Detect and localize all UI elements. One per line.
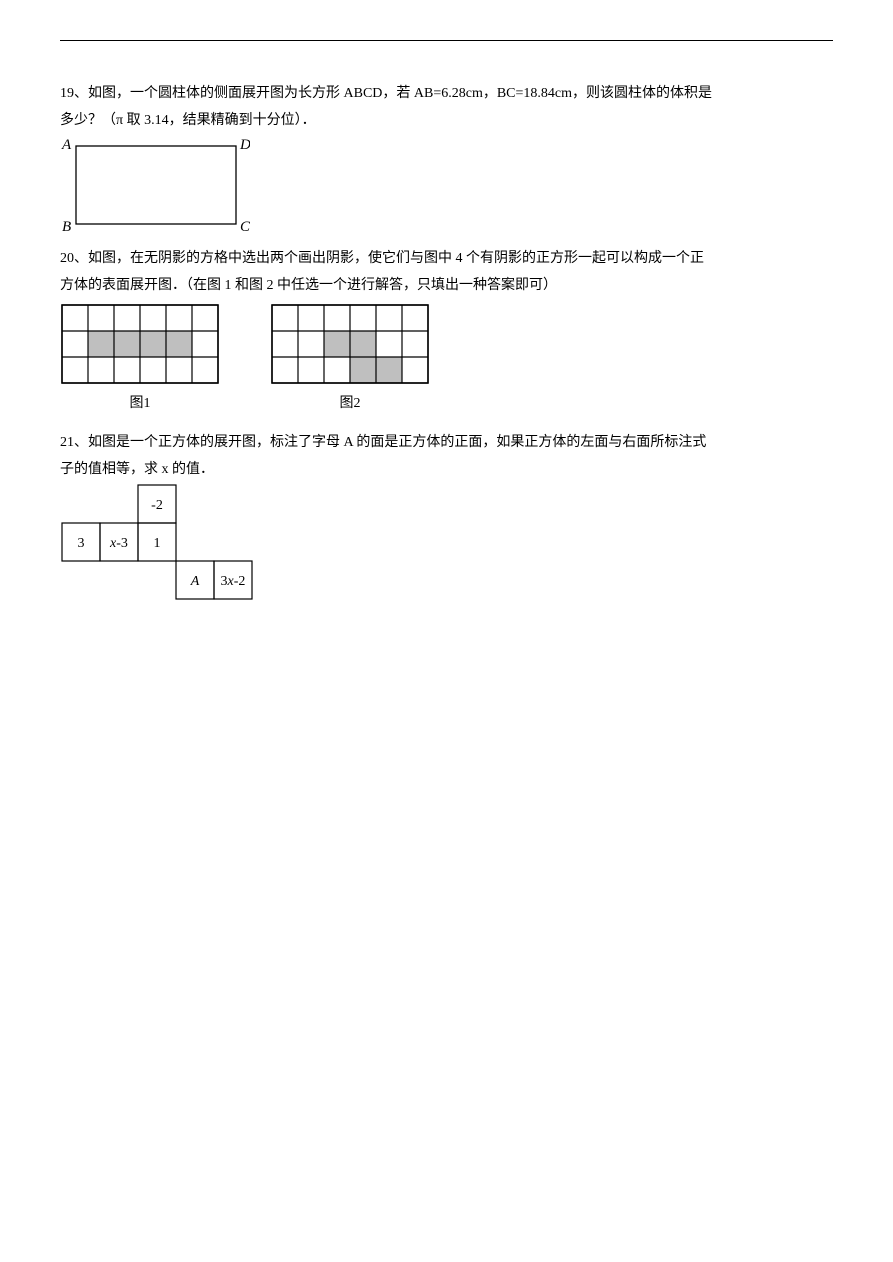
- problem-20-line1: 如图，在无阴影的方格中选出两个画出阴影，使它们与图中 4 个有阴影的正方形一起可…: [88, 251, 704, 266]
- problem-20-figures: 图1 图2: [60, 303, 833, 418]
- problem-20: 20、如图，在无阴影的方格中选出两个画出阴影，使它们与图中 4 个有阴影的正方形…: [60, 246, 833, 418]
- problem-21-line2: 子的值相等，求 x 的值．: [60, 457, 833, 484]
- cube-net-figure: -2 3 x-3 1 A 3x-2: [60, 483, 254, 601]
- top-rule: [60, 40, 833, 41]
- svg-text:1: 1: [154, 536, 161, 551]
- figure-2-caption: 图2: [340, 391, 361, 418]
- svg-text:3: 3: [78, 536, 85, 551]
- grid-figure-2: [270, 303, 430, 385]
- problem-19-line2: 多少？（π 取 3.14，结果精确到十分位）．: [60, 108, 833, 135]
- svg-text:D: D: [239, 137, 250, 153]
- problem-19-line1: 如图，一个圆柱体的侧面展开图为长方形 ABCD，若 AB=6.28cm，BC=1…: [88, 86, 712, 101]
- svg-text:C: C: [240, 219, 250, 234]
- svg-text:3x-2: 3x-2: [221, 574, 246, 589]
- svg-text:B: B: [62, 219, 71, 234]
- grid-figure-1: [60, 303, 220, 385]
- figure-2-col: 图2: [270, 303, 430, 418]
- problem-19-text: 19、如图，一个圆柱体的侧面展开图为长方形 ABCD，若 AB=6.28cm，B…: [60, 81, 833, 108]
- svg-text:x-3: x-3: [109, 536, 128, 551]
- svg-text:A: A: [190, 574, 200, 589]
- problem-21-number: 21、: [60, 435, 88, 450]
- figure-1-caption: 图1: [130, 391, 151, 418]
- problem-21: 21、如图是一个正方体的展开图，标注了字母 A 的面是正方体的正面，如果正方体的…: [60, 430, 833, 601]
- figure-1-col: 图1: [60, 303, 220, 418]
- problem-20-number: 20、: [60, 251, 88, 266]
- problem-20-text: 20、如图，在无阴影的方格中选出两个画出阴影，使它们与图中 4 个有阴影的正方形…: [60, 246, 833, 273]
- svg-text:-2: -2: [151, 498, 163, 513]
- svg-text:A: A: [61, 137, 72, 153]
- problem-21-line1: 如图是一个正方体的展开图，标注了字母 A 的面是正方体的正面，如果正方体的左面与…: [88, 435, 706, 450]
- problem-19-number: 19、: [60, 86, 88, 101]
- problem-19: 19、如图，一个圆柱体的侧面展开图为长方形 ABCD，若 AB=6.28cm，B…: [60, 81, 833, 234]
- problem-20-line2: 方体的表面展开图．（在图 1 和图 2 中任选一个进行解答，只填出一种答案即可）: [60, 273, 833, 300]
- problem-21-text: 21、如图是一个正方体的展开图，标注了字母 A 的面是正方体的正面，如果正方体的…: [60, 430, 833, 457]
- rectangle-ABCD: A D B C: [60, 134, 250, 234]
